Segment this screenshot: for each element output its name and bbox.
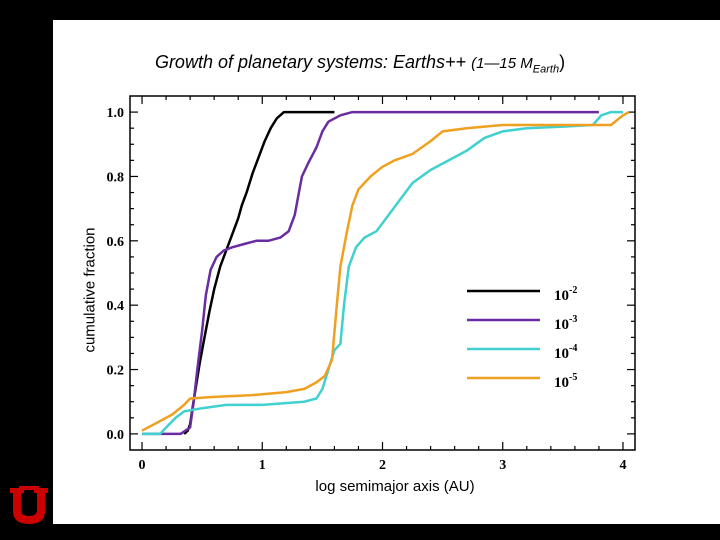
y-tick-label: 1.0 — [107, 106, 125, 121]
chart-title: Growth of planetary systems: Earths++ (1… — [0, 52, 720, 76]
series-line-m4 — [142, 110, 623, 436]
y-tick-label: 0.2 — [107, 364, 125, 379]
y-tick-label: 0.0 — [107, 428, 125, 443]
x-tick-label: 1 — [259, 458, 266, 473]
legend-label-m4: 10-4 — [554, 343, 577, 362]
x-tick-label: 3 — [499, 458, 506, 473]
series-line-m5 — [141, 110, 630, 432]
chart-title-subscript: Earth — [532, 63, 560, 76]
x-tick-label: 4 — [619, 458, 626, 473]
y-tick-label: 0.8 — [107, 170, 125, 185]
chart-title-range: (1—15 M — [471, 55, 533, 72]
slide-background — [53, 20, 720, 524]
x-tick-label: 2 — [379, 458, 386, 473]
legend-label-m3: 10-3 — [554, 314, 577, 333]
legend-label-m2: 10-2 — [554, 285, 577, 304]
y-axis-label: cumulative fraction — [81, 227, 99, 353]
legend-label-m5: 10-5 — [554, 372, 577, 391]
y-tick-label: 0.4 — [107, 299, 125, 314]
y-tick-label: 0.6 — [107, 235, 125, 250]
chart-title-close: ) — [559, 52, 566, 72]
chart-title-main: Growth of planetary systems: Earths++ — [154, 52, 472, 72]
x-tick-label: 0 — [139, 458, 146, 473]
series-line-m3 — [142, 110, 599, 436]
x-axis-label: log semimajor axis (AU) — [315, 478, 475, 495]
university-u-logo — [10, 486, 48, 524]
